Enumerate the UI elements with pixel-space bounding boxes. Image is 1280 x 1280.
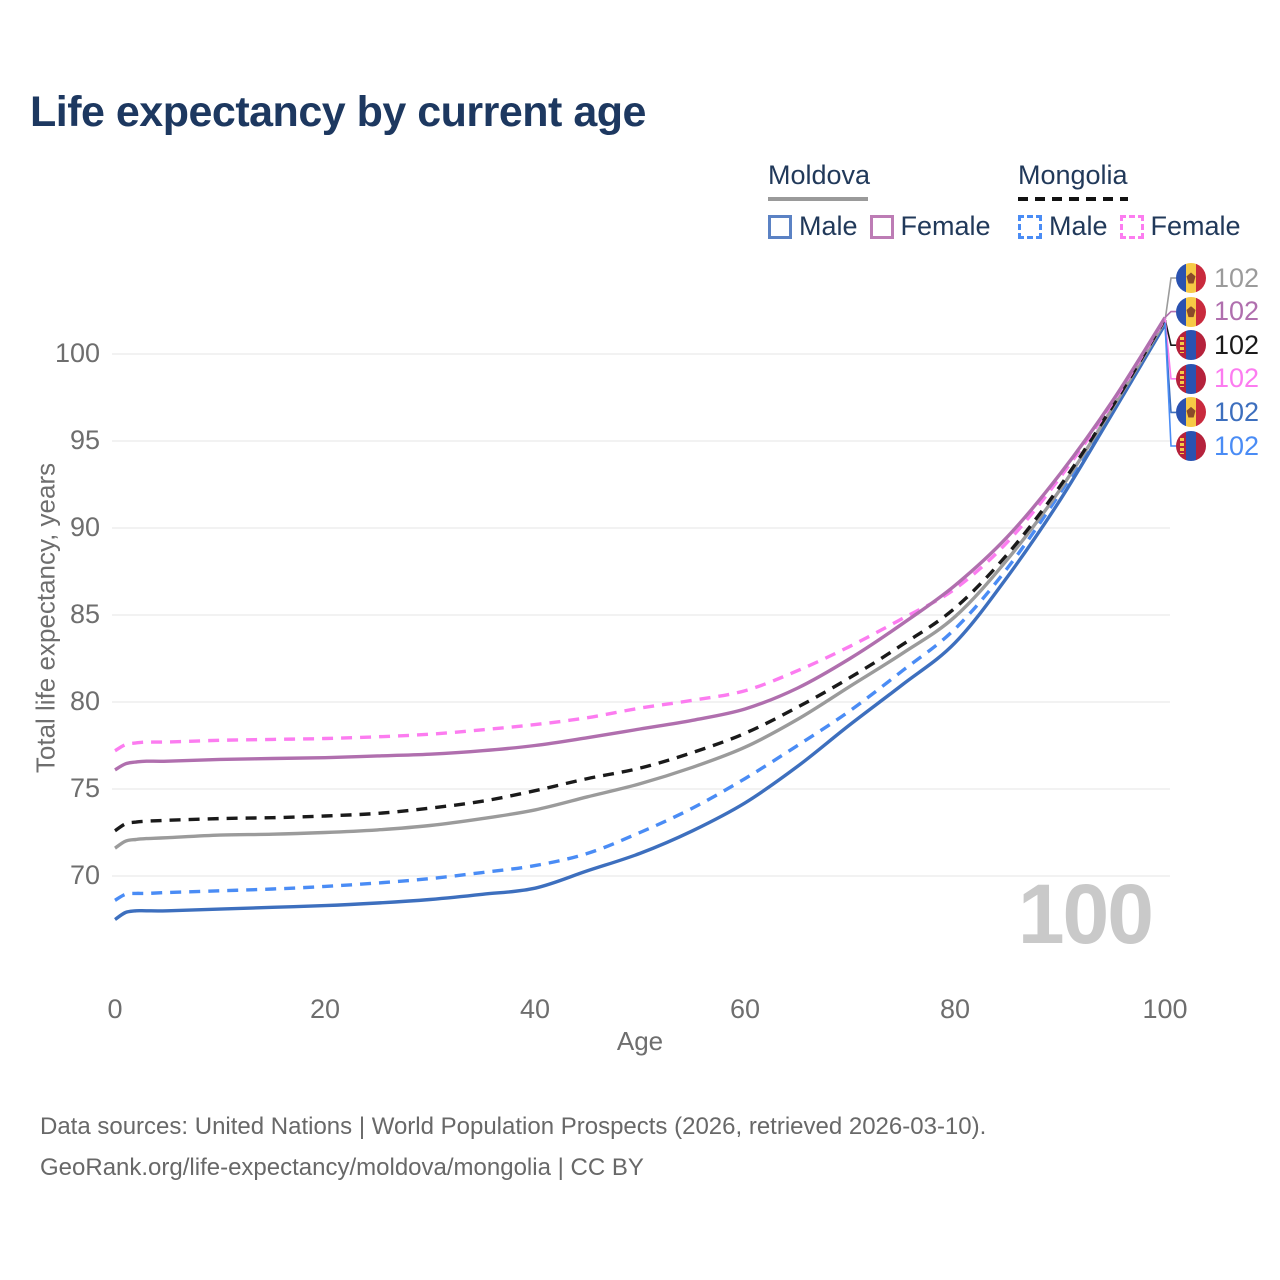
end-value-label: 102 <box>1214 430 1260 461</box>
mongolia-line-style-swatch <box>1018 197 1128 201</box>
end-value-label: 102 <box>1214 396 1260 427</box>
checkbox-moldova-female[interactable] <box>869 214 894 239</box>
age-watermark: 100 <box>1017 867 1154 961</box>
end-value-label: 102 <box>1214 262 1260 293</box>
end-label-row: 102 <box>1176 262 1259 294</box>
legend-label: Female <box>1150 211 1241 241</box>
mongolia-flag-icon <box>1176 363 1206 394</box>
end-label-connectors <box>1164 277 1176 447</box>
legend-item-moldova-male[interactable]: Male <box>768 211 858 242</box>
legend-item-moldova-female[interactable]: Female <box>869 211 991 242</box>
end-value-label: 102 <box>1214 296 1260 327</box>
x-axis-title: Age <box>616 1026 664 1056</box>
end-label-row: 102 <box>1176 296 1259 328</box>
y-tick-label: 95 <box>69 425 100 455</box>
legend-label: Male <box>1049 211 1108 241</box>
end-label-row: 102 <box>1176 363 1259 395</box>
y-tick-label: 70 <box>69 860 100 890</box>
legend-label: Male <box>799 211 858 241</box>
x-tick-label: 60 <box>729 994 761 1024</box>
series-line-mongolia-female[interactable] <box>114 317 1167 753</box>
x-tick-label: 100 <box>1142 994 1188 1024</box>
legend-country-mongolia[interactable]: Mongolia <box>1018 160 1128 190</box>
x-tick-label: 20 <box>309 994 341 1024</box>
series-line-moldova-male[interactable] <box>114 323 1167 921</box>
end-label-row: 102 <box>1176 329 1259 361</box>
gridlines <box>112 353 1170 877</box>
moldova-line-style-swatch <box>768 197 868 201</box>
y-tick-label: 75 <box>69 773 100 803</box>
legend-group-moldova: Moldova Male Female <box>768 160 991 242</box>
series-line-moldova-female[interactable] <box>114 316 1167 772</box>
mongolia-flag-icon <box>1176 330 1206 361</box>
attribution-line: GeoRank.org/life-expectancy/moldova/mong… <box>40 1154 644 1181</box>
y-tick-label: 85 <box>69 599 100 629</box>
legend-country-moldova[interactable]: Moldova <box>768 160 871 190</box>
series-line-moldova[interactable] <box>114 320 1167 850</box>
y-tick-label: 80 <box>69 686 100 716</box>
series-line-mongolia-male[interactable] <box>114 321 1167 902</box>
moldova-flag-icon <box>1176 296 1206 327</box>
x-tick-label: 40 <box>519 994 551 1024</box>
legend-label: Female <box>900 211 991 241</box>
end-label-row: 102 <box>1176 430 1259 462</box>
legend-item-mongolia-male[interactable]: Male <box>1018 211 1108 242</box>
moldova-flag-icon <box>1176 397 1206 428</box>
checkbox-moldova-male[interactable] <box>768 214 792 239</box>
y-tick-label: 90 <box>69 512 100 542</box>
data-sources-line: Data sources: United Nations | World Pop… <box>40 1113 987 1140</box>
y-tick-label: 100 <box>54 338 100 368</box>
x-tick-label: 80 <box>939 994 971 1024</box>
mongolia-flag-icon <box>1176 431 1206 461</box>
moldova-flag-icon <box>1176 263 1206 293</box>
legend-group-mongolia: Mongolia Male Female <box>1018 160 1241 242</box>
checkbox-mongolia-female[interactable] <box>1119 214 1144 239</box>
footer: Data sources: United Nations | World Pop… <box>40 1106 986 1188</box>
x-tick-label: 0 <box>107 994 123 1024</box>
end-value-label: 102 <box>1214 329 1260 360</box>
end-value-label: 102 <box>1214 363 1260 394</box>
page-title: Life expectancy by current age <box>30 88 646 136</box>
series-line-mongolia[interactable] <box>114 318 1167 833</box>
end-label-row: 102 <box>1176 396 1259 428</box>
checkbox-mongolia-male[interactable] <box>1018 214 1042 239</box>
legend-item-mongolia-female[interactable]: Female <box>1119 211 1241 242</box>
